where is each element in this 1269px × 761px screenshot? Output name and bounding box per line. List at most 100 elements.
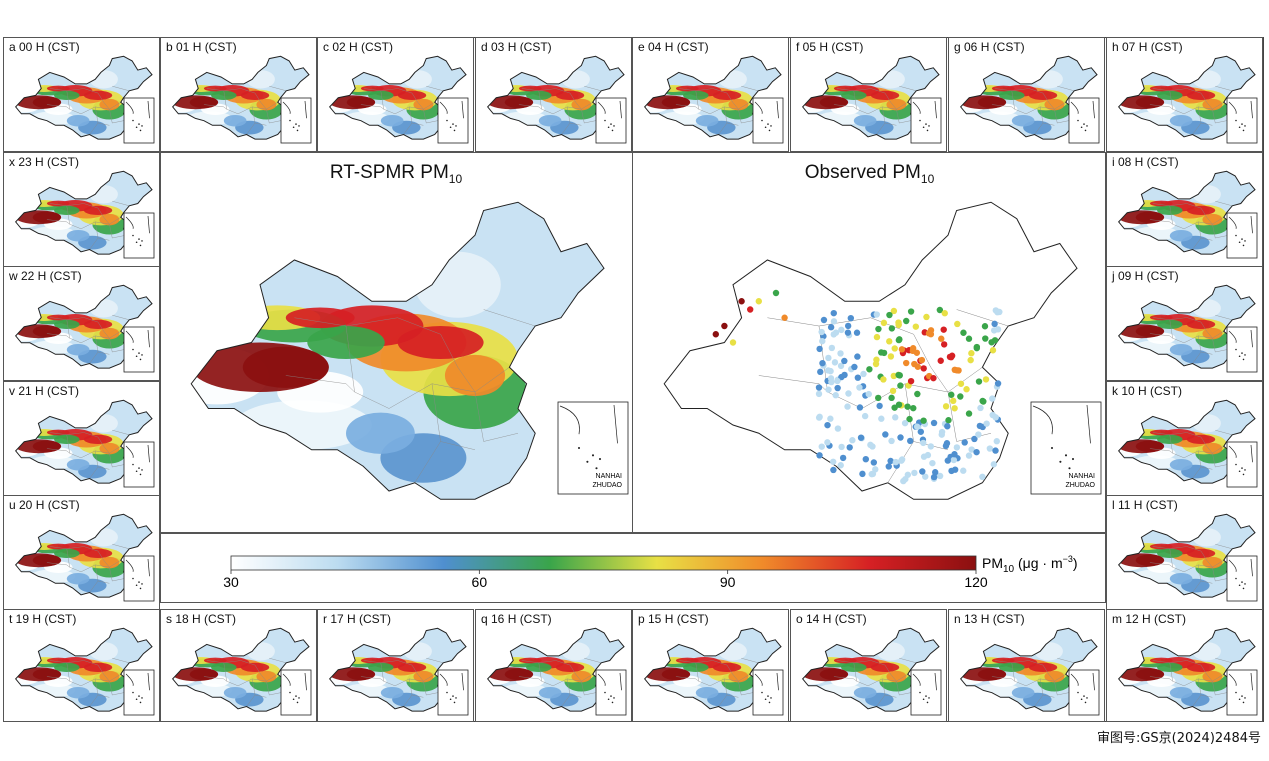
colorbar-label: PM10 (μg · m−3) [982,554,1078,575]
station-dot [820,316,828,324]
station-dot [890,372,897,380]
station-dot [965,452,973,459]
station-dot [922,473,929,480]
station-dot [944,457,952,464]
station-dot [828,344,836,352]
station-dot [844,322,852,330]
observed-map: NANHAI ZHUDAO [633,152,1102,533]
hour-panel-label: d 03 H (CST) [481,40,552,54]
station-dot [944,423,951,430]
station-dot [825,354,832,362]
station-dot [937,357,944,364]
station-dot [827,415,834,422]
hour-panel-label: t 19 H (CST) [9,612,77,626]
hour-panel-map [4,38,155,144]
station-dot [907,377,915,385]
station-dot [876,402,883,410]
station-dot [738,298,745,305]
station-dot [834,425,842,432]
station-dot [816,452,823,459]
station-dot [889,387,897,395]
station-dot [819,359,826,367]
station-dot [982,335,989,342]
station-dot [895,371,902,379]
inset-label-line1: NANHAI [1069,473,1096,480]
rt-spmr-title-sub: 10 [448,171,463,186]
station-dot [865,390,872,398]
hour-panel-map [633,610,784,716]
station-dot [781,314,788,321]
hour-panel: p 15 H (CST) [632,609,789,722]
station-dot [831,359,839,366]
station-dot [886,311,893,319]
station-dot [965,335,973,342]
station-dot [992,447,999,454]
station-dot [815,390,823,398]
hour-panel-map [1107,38,1258,144]
station-dot [930,374,937,382]
station-dot [971,435,978,443]
station-dot [903,359,910,367]
colorbar-panel: 30 60 90 120 PM10 (μg · m−3) [160,533,1106,603]
station-dot [920,365,927,372]
station-dot [994,326,1002,333]
station-dot [872,466,879,473]
hour-panel-label: b 01 H (CST) [166,40,237,54]
station-dot [904,403,911,410]
observed-title-sub: 10 [920,171,935,186]
station-dot [891,345,898,352]
station-dot [968,446,975,453]
station-dot [941,310,948,317]
station-dot [903,317,910,325]
station-dot [992,414,999,421]
station-dot [898,456,906,463]
station-dot [981,323,989,330]
hour-panel: a 00 H (CST) [3,37,160,152]
hour-panel-label: r 17 H (CST) [323,612,392,626]
station-dot [885,463,892,470]
station-dot [838,326,845,334]
station-dot [938,335,945,342]
station-dot [887,457,894,465]
station-dot [846,444,853,451]
station-dot [886,338,893,345]
station-dot [837,462,844,469]
station-dot [830,318,838,325]
station-dot [929,459,936,467]
station-dot [856,404,864,411]
hour-panel-map [791,610,942,716]
station-dot [851,363,858,371]
inset-label-line1: NANHAI [596,473,623,480]
station-dot [853,329,861,336]
station-dot [936,472,944,480]
station-dot [948,391,955,398]
station-dot [957,393,964,400]
station-dot [979,473,986,481]
station-dot [816,413,823,421]
station-dot [983,420,990,427]
station-dot [829,458,837,465]
map-approval-number: 审图号:GS京(2024)2484号 [1096,731,1261,746]
station-dot [912,323,920,330]
station-dot [841,357,848,365]
station-dot [898,346,906,353]
station-dot [919,468,926,475]
station-dot [920,417,927,424]
station-dot [895,336,903,344]
station-dot [830,466,837,474]
hour-panel-map [1107,153,1258,259]
station-dot [951,366,958,374]
station-dot [882,431,889,438]
hour-panel-label: h 07 H (CST) [1112,40,1183,54]
colorbar-tick-label: 90 [720,574,736,590]
hour-panel-label: f 05 H (CST) [796,40,864,54]
station-dot [968,350,975,357]
hour-panel-map [318,38,469,144]
hour-panel: m 12 H (CST) [1106,609,1263,722]
hour-panel-map [1107,382,1258,488]
hour-panel: w 22 H (CST) [3,266,160,381]
station-dot [897,382,904,389]
rt-spmr-title-main: RT-SPMR PM [329,162,449,183]
hour-panel: d 03 H (CST) [475,37,632,152]
hour-panel-label: e 04 H (CST) [638,40,709,54]
